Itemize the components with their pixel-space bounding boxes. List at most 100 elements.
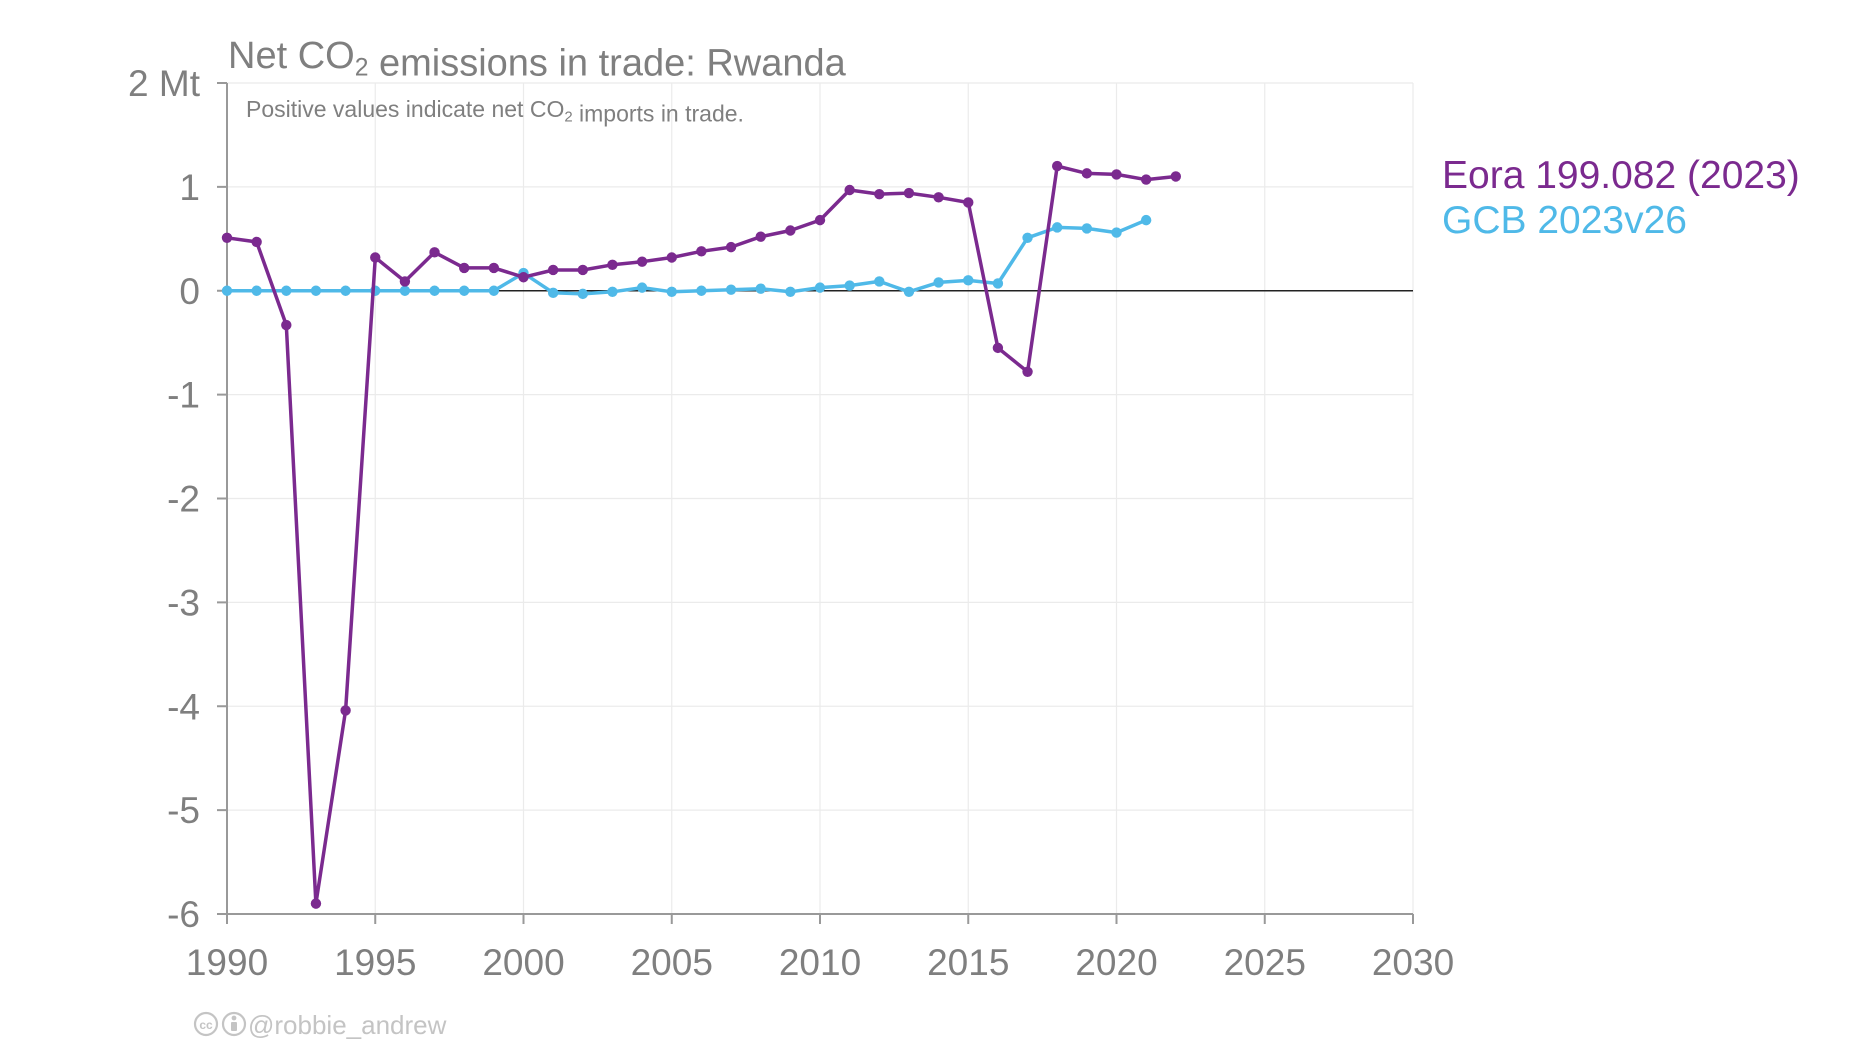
grid — [226, 82, 1414, 915]
data-point — [785, 225, 796, 236]
creative-commons-icon: cc — [193, 1011, 219, 1037]
credit-handle: @robbie_andrew — [248, 1010, 447, 1040]
data-point — [874, 276, 885, 287]
data-point — [399, 276, 411, 287]
data-point — [814, 214, 826, 226]
axes — [217, 82, 1414, 924]
x-tick-label: 2010 — [779, 942, 861, 983]
x-tick-label: 2020 — [1075, 942, 1157, 983]
data-point — [399, 285, 411, 296]
data-point — [636, 282, 648, 293]
data-point — [755, 283, 766, 294]
data-point — [755, 231, 766, 242]
data-point — [696, 246, 707, 257]
data-point — [429, 247, 440, 258]
data-point — [785, 286, 796, 297]
data-point — [725, 241, 737, 253]
legend: Eora 199.082 (2023)GCB 2023v26 — [1442, 154, 1800, 242]
data-point — [370, 252, 381, 263]
data-point — [340, 285, 351, 296]
series-gcb — [221, 214, 1152, 300]
x-tick-label: 2025 — [1224, 942, 1306, 983]
data-point — [577, 264, 588, 276]
data-point — [1140, 174, 1152, 185]
data-point — [933, 192, 944, 203]
data-point — [1081, 223, 1093, 234]
data-point — [251, 236, 262, 248]
y-tick-label: -5 — [167, 790, 200, 831]
chart-title: Net CO2 emissions in trade: Rwanda — [228, 35, 847, 84]
data-point — [963, 197, 974, 208]
data-point — [1052, 222, 1063, 233]
data-point — [903, 286, 915, 297]
data-point — [281, 319, 292, 331]
y-tick-labels: 2 Mt 1 0 -1 -2 -3 -4 -5 -6 — [128, 63, 201, 935]
data-point — [607, 259, 618, 270]
data-point — [814, 282, 826, 293]
data-point — [1170, 171, 1182, 182]
y-tick-label: -1 — [167, 375, 200, 416]
data-point — [221, 285, 233, 296]
data-point — [340, 705, 351, 716]
data-point — [1140, 214, 1152, 226]
x-tick-label: 2000 — [482, 942, 564, 983]
y-tick-label: 2 Mt — [128, 63, 201, 104]
x-tick-label: 2015 — [927, 942, 1009, 983]
data-point — [310, 898, 322, 909]
data-point — [488, 262, 500, 274]
data-point — [696, 285, 707, 296]
x-tick-labels: 1990 1995 2000 2005 2010 2015 2020 2025 2030 — [186, 942, 1454, 983]
data-point — [874, 188, 885, 200]
data-point — [518, 272, 529, 283]
data-point — [992, 278, 1004, 289]
data-point — [607, 286, 618, 297]
credit: cc @robbie_andrew — [193, 1010, 447, 1040]
data-point — [636, 256, 648, 267]
y-tick-label: 0 — [179, 271, 200, 312]
series-eora — [221, 160, 1182, 909]
data-point — [844, 280, 855, 291]
data-point — [577, 288, 588, 300]
data-point — [1022, 366, 1033, 377]
series-line — [225, 164, 1178, 906]
data-point — [844, 184, 855, 196]
x-tick-label: 1990 — [186, 942, 268, 983]
y-tick-label: -2 — [167, 479, 200, 520]
data-point — [459, 285, 470, 296]
series-group — [221, 160, 1182, 909]
svg-text:cc: cc — [199, 1018, 213, 1032]
data-point — [1022, 232, 1033, 243]
data-point — [666, 286, 677, 297]
data-point — [281, 285, 292, 296]
data-point — [459, 262, 470, 274]
data-point — [251, 285, 262, 296]
data-point — [963, 275, 974, 286]
legend-label: GCB 2023v26 — [1442, 199, 1687, 242]
y-tick-label: -4 — [167, 686, 200, 727]
data-point — [1081, 168, 1093, 179]
data-point — [1111, 227, 1122, 238]
data-point — [666, 252, 677, 263]
data-point — [547, 287, 559, 299]
y-tick-label: 1 — [179, 167, 200, 208]
data-point — [1052, 160, 1063, 172]
data-point — [903, 187, 915, 199]
data-point — [933, 277, 944, 288]
x-tick-label: 2005 — [631, 942, 713, 983]
y-tick-label: -6 — [167, 894, 200, 935]
data-point — [310, 285, 322, 296]
data-point — [221, 232, 233, 243]
data-point — [725, 284, 737, 295]
data-point — [547, 264, 559, 276]
series-line — [225, 218, 1148, 296]
data-point — [429, 285, 440, 296]
x-tick-label: 2030 — [1372, 942, 1454, 983]
x-tick-label: 1995 — [334, 942, 416, 983]
attribution-icon — [221, 1011, 247, 1037]
y-tick-label: -3 — [167, 582, 200, 623]
legend-label: Eora 199.082 (2023) — [1442, 154, 1800, 197]
data-point — [488, 285, 500, 296]
data-point — [1111, 169, 1122, 180]
data-point — [992, 342, 1004, 354]
